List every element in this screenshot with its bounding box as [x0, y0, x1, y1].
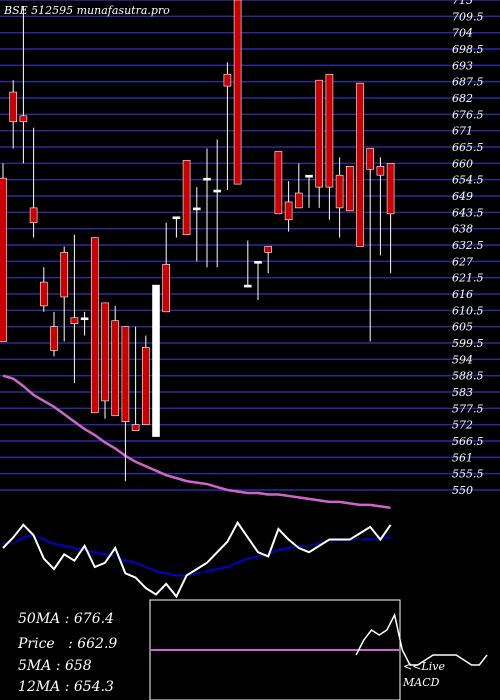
y-tick-label: 605	[452, 321, 473, 334]
ma-line	[2, 374, 391, 510]
candle-up	[172, 216, 181, 220]
y-tick-label: 572	[452, 419, 473, 432]
y-tick-label: 704	[452, 27, 473, 40]
candle-down	[142, 347, 150, 425]
candle-down	[70, 317, 79, 324]
macd-inset-line	[355, 612, 488, 666]
candle-down	[284, 201, 293, 221]
candle-down	[0, 177, 7, 342]
candle-down	[274, 151, 283, 215]
candle-down	[50, 326, 58, 351]
candle-down	[19, 115, 28, 123]
candle-down	[162, 264, 170, 313]
macd-panel	[2, 520, 392, 599]
y-tick-label: 632.5	[452, 239, 484, 252]
candle-up	[305, 174, 313, 178]
y-axis-ticks: 715 709.5 704 698.5 693 687.5 682 676.5 671 665.5…	[452, 0, 484, 497]
candle-down	[111, 320, 119, 417]
candle-up	[254, 261, 262, 264]
candle-down	[335, 174, 344, 209]
y-tick-label: 649	[452, 190, 473, 203]
candle-up	[193, 207, 201, 211]
y-tick-label: 693	[452, 59, 473, 72]
y-tick-label: 687.5	[452, 76, 484, 89]
y-tick-label: 621.5	[452, 272, 484, 285]
candle-down	[233, 0, 242, 185]
y-tick-label: 643.5	[452, 206, 484, 219]
candle-up	[152, 284, 160, 437]
ma5-readout: 5MA : 658	[18, 658, 92, 674]
y-tick-label: 698.5	[452, 43, 484, 56]
y-tick-label: 555.5	[452, 468, 484, 481]
chart-title: BSE 512595 munafasutra.pro	[3, 4, 170, 17]
y-tick-label: 665.5	[452, 141, 484, 154]
candle-down	[9, 91, 17, 123]
candle-down	[101, 302, 109, 402]
y-tick-label: 671	[452, 125, 473, 138]
y-tick-label: 627	[452, 255, 473, 268]
y-tick-label: 660	[452, 157, 473, 170]
y-tick-label: 588.5	[452, 370, 484, 383]
candle-down	[386, 163, 395, 215]
candle-up	[203, 177, 211, 181]
macd-live-label: <<Live	[403, 660, 445, 673]
candle-down	[39, 281, 48, 307]
candle-down	[264, 246, 273, 253]
y-tick-label: 561	[452, 451, 473, 464]
y-tick-label: 709.5	[452, 10, 484, 23]
moving-average-layer	[2, 374, 391, 510]
price-grid	[0, 0, 500, 491]
y-tick-label: 654.5	[452, 174, 484, 187]
candle-down	[294, 192, 303, 209]
candle-up	[80, 317, 89, 321]
y-tick-label: 610.5	[452, 304, 484, 317]
y-tick-label: 583	[452, 386, 473, 399]
y-tick-label: 616	[452, 288, 473, 301]
y-tick-label: 638	[452, 223, 473, 236]
candle-down	[345, 166, 354, 212]
candle-down	[356, 82, 364, 247]
candle-up	[244, 284, 252, 288]
y-tick-label: 577.5	[452, 402, 484, 415]
y-tick-label: 599.5	[452, 337, 484, 350]
macd-white-line	[2, 520, 392, 599]
candle-down	[325, 73, 334, 188]
macd-label: MACD	[403, 676, 440, 689]
candle-down	[315, 79, 324, 188]
candle-down	[91, 237, 99, 414]
candle-down	[60, 252, 69, 298]
candlestick-layer	[0, 0, 395, 482]
ma12-readout: 12MA : 654.3	[18, 679, 114, 695]
candle-up	[213, 189, 221, 193]
macd-inset	[149, 599, 488, 700]
y-tick-label: 594	[452, 353, 473, 366]
ma50-readout: 50MA : 676.4	[18, 611, 114, 627]
candle-down	[366, 148, 375, 170]
candle-down	[182, 160, 191, 235]
y-tick-label: 676.5	[452, 108, 484, 121]
candle-down	[121, 326, 130, 422]
y-tick-label: 715	[452, 0, 473, 7]
y-tick-label: 566.5	[452, 435, 484, 448]
y-tick-label: 550	[452, 484, 473, 497]
candle-down	[376, 166, 385, 176]
y-tick-label: 682	[452, 92, 473, 105]
candle-down	[29, 207, 38, 224]
price-readout: Price : 662.9	[18, 636, 118, 652]
candle-down	[131, 424, 140, 431]
candle-down	[223, 73, 232, 87]
